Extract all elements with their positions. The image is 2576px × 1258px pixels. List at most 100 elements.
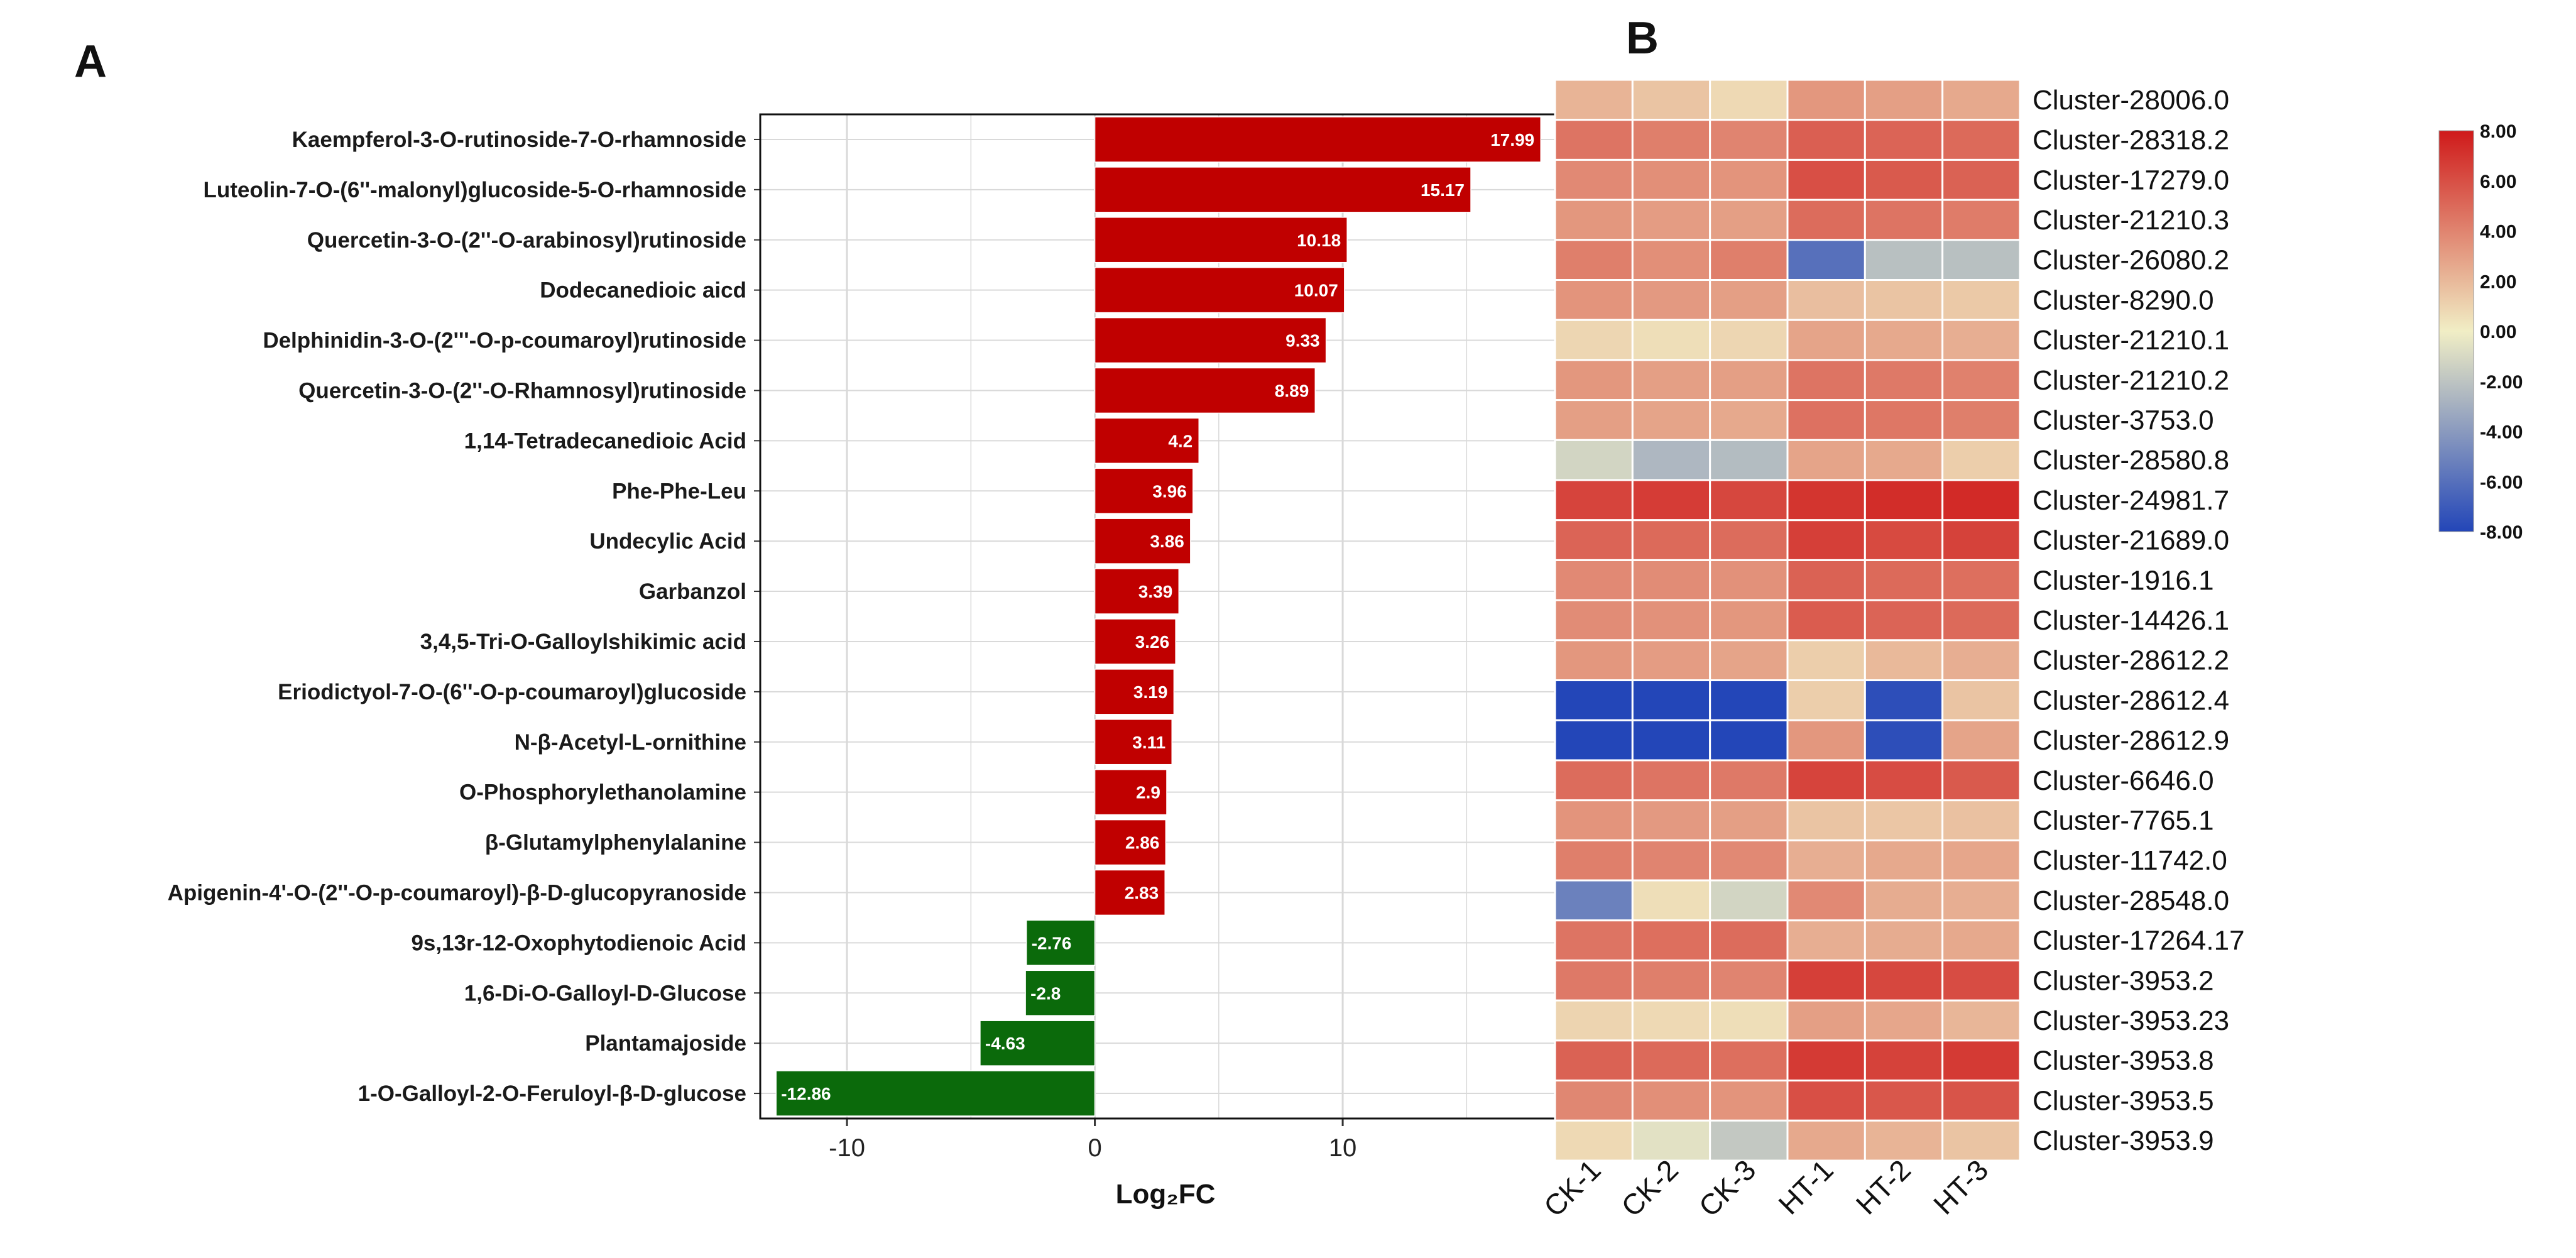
heatmap-cell: [1864, 239, 1944, 282]
heatmap-cell: [1864, 879, 1944, 922]
heatmap-cell: [1631, 919, 1711, 961]
bar-value-label: -2.76: [1032, 933, 1072, 953]
heatmap-cell: [1941, 1119, 2021, 1162]
heatmap-cell: [1554, 158, 1634, 201]
heatmap-cell: [1786, 719, 1866, 762]
bar-chart-bars: [775, 116, 1542, 1117]
heatmap-column-label: HT-2: [1850, 1153, 1917, 1220]
heatmap-cell: [1709, 359, 1789, 402]
bar-chart-frame: [759, 113, 1572, 1120]
bar-value-label: 17.99: [1490, 130, 1534, 150]
heatmap-row-label: Cluster-6646.0: [2033, 765, 2214, 796]
legend-tick-label: -4.00: [2480, 422, 2523, 443]
heatmap-cell: [1554, 679, 1634, 721]
heatmap-cell: [1631, 1039, 1711, 1082]
heatmap-cell: [1864, 719, 1944, 762]
bar: [1094, 768, 1167, 816]
heatmap-row-label: Cluster-28318.2: [2033, 125, 2229, 156]
heatmap-cell: [1864, 639, 1944, 682]
heatmap-row-label: Cluster-3953.5: [2033, 1085, 2214, 1116]
category-label: Dodecanedioic aicd: [540, 278, 746, 303]
heatmap-cell: [1786, 199, 1866, 241]
bar: [980, 1020, 1096, 1066]
category-label: O-Phosphorylethanolamine: [459, 780, 746, 805]
heatmap-cell: [1941, 359, 2021, 402]
heatmap-cell: [1709, 479, 1789, 522]
heatmap-cell: [1631, 639, 1711, 682]
heatmap-cell: [1864, 1119, 1944, 1162]
bar-value-label: -2.8: [1030, 983, 1061, 1003]
category-label: 3,4,5-Tri-O-Galloylshikimic acid: [420, 630, 746, 654]
x-tick-label: -10: [829, 1134, 865, 1162]
heatmap-cell: [1786, 479, 1866, 522]
bar-value-label: 2.86: [1125, 833, 1160, 853]
heatmap-cell: [1786, 158, 1866, 201]
heatmap-cell: [1864, 79, 1944, 121]
bar: [775, 1070, 1096, 1117]
heatmap-cell: [1709, 239, 1789, 282]
heatmap-cell: [1864, 919, 1944, 961]
heatmap-cell: [1786, 839, 1866, 882]
heatmap-cell: [1864, 599, 1944, 642]
category-label: 1-O-Galloyl-2-O-Feruloyl-β-D-glucose: [358, 1081, 746, 1106]
heatmap-cell: [1864, 399, 1944, 441]
heatmap-cell: [1709, 119, 1789, 161]
heatmap: Cluster-28006.0 Cluster-28318.2 Cluster-17…: [1537, 79, 2245, 1223]
heatmap-cell: [1941, 199, 2021, 241]
heatmap-row-label: Cluster-7765.1: [2033, 806, 2214, 836]
heatmap-cell: [1864, 999, 1944, 1042]
heatmap-cell: [1786, 679, 1866, 721]
heatmap-cell: [1554, 279, 1634, 321]
heatmap-cell: [1709, 439, 1789, 481]
heatmap-cell: [1709, 639, 1789, 682]
heatmap-row-label: Cluster-3953.9: [2033, 1125, 2214, 1156]
bar: [1094, 869, 1165, 916]
heatmap-cell: [1941, 519, 2021, 561]
legend-tick-label: -6.00: [2480, 472, 2523, 493]
heatmap-cell: [1786, 599, 1866, 642]
bar-value-label: 15.17: [1421, 180, 1465, 200]
heatmap-row-label: Cluster-28006.0: [2033, 85, 2229, 116]
bar-chart-x-ticks: -10 0 10: [829, 1119, 1356, 1162]
heatmap-cell: [1709, 1119, 1789, 1162]
bar-value-label: 2.9: [1136, 783, 1160, 802]
heatmap-cell: [1631, 279, 1711, 321]
category-label: Kaempferol-3-O-rutinoside-7-O-rhamnoside: [292, 128, 746, 152]
heatmap-cell: [1631, 1080, 1711, 1122]
panel-b-label: B: [1626, 13, 1659, 63]
heatmap-cell: [1941, 799, 2021, 841]
bar-value-label: 10.18: [1297, 231, 1341, 250]
heatmap-cell: [1941, 679, 2021, 721]
heatmap-cell: [1709, 1080, 1789, 1122]
heatmap-cell: [1864, 158, 1944, 201]
bar: [1094, 719, 1173, 765]
heatmap-cell: [1709, 519, 1789, 561]
heatmap-cell: [1631, 199, 1711, 241]
heatmap-cell: [1941, 399, 2021, 441]
heatmap-cell: [1554, 719, 1634, 762]
heatmap-cell: [1941, 1080, 2021, 1122]
heatmap-cell: [1631, 439, 1711, 481]
heatmap-cell: [1941, 1039, 2021, 1082]
heatmap-cell: [1864, 1080, 1944, 1122]
heatmap-column-label: CK-1: [1537, 1153, 1607, 1223]
heatmap-column-label: CK-2: [1615, 1153, 1684, 1223]
bar: [1094, 116, 1542, 163]
heatmap-cell: [1941, 639, 2021, 682]
heatmap-cell: [1554, 999, 1634, 1042]
heatmap-cell: [1631, 1119, 1711, 1162]
heatmap-row-label: Cluster-3753.0: [2033, 405, 2214, 435]
heatmap-row-label: Cluster-17279.0: [2033, 165, 2229, 195]
category-label: Apigenin-4'-O-(2''-O-p-coumaroyl)-β-D-gl…: [168, 880, 746, 905]
heatmap-cell: [1941, 119, 2021, 161]
heatmap-cell: [1554, 919, 1634, 961]
heatmap-cell: [1554, 79, 1634, 121]
bar-value-label: 3.86: [1150, 532, 1184, 551]
heatmap-row-label: Cluster-21689.0: [2033, 525, 2229, 556]
heatmap-cell: [1941, 158, 2021, 201]
heatmap-cell: [1864, 199, 1944, 241]
heatmap-cell: [1786, 919, 1866, 961]
heatmap-cell: [1554, 119, 1634, 161]
heatmap-cell: [1941, 599, 2021, 642]
